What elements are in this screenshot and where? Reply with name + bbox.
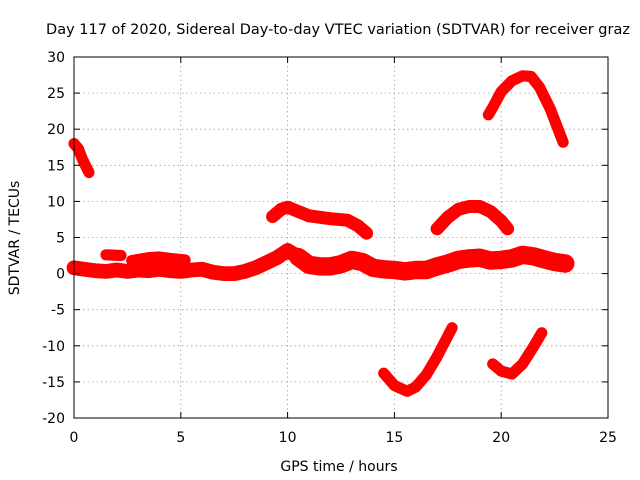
series-line-baseline-10-17 [289, 247, 447, 281]
series-line-short-arc-2 [100, 249, 127, 262]
y-tick-label: -10 [42, 339, 65, 355]
y-tick-label: 20 [47, 122, 65, 138]
y-tick-label: 0 [56, 267, 65, 283]
series-line-arc-20-22 [487, 327, 548, 380]
y-axis-label: SDTVAR / TECUs [7, 181, 23, 296]
tick-layer: -20 -15 -10 -5 0 5 10 15 20 25 30 0 5 10 15 20 25 [42, 50, 617, 446]
series-line-arc-19-23 [482, 70, 569, 148]
grid-layer [74, 57, 608, 418]
chart-title: Day 117 of 2020, Sidereal Day-to-day VTE… [46, 22, 630, 38]
x-tick-label: 25 [599, 430, 617, 446]
series-line-arc-2-5 [126, 251, 191, 267]
y-tick-label: 10 [47, 194, 65, 210]
series-line-arc-14-17 [378, 322, 458, 397]
series-layer [66, 70, 575, 397]
y-tick-label: 25 [47, 86, 65, 102]
y-tick-label: -20 [42, 411, 65, 427]
series-line-baseline-0-3 [66, 260, 146, 279]
y-tick-label: 5 [56, 231, 65, 247]
y-tick-label: 30 [47, 50, 65, 66]
x-axis-label: GPS time / hours [280, 459, 397, 475]
x-tick-label: 10 [279, 430, 297, 446]
series-line-arc-9-13 [266, 200, 374, 240]
x-tick-label: 0 [70, 430, 79, 446]
y-tick-label: -5 [51, 303, 65, 319]
x-tick-label: 20 [492, 430, 510, 446]
series-line-arc-17-20 [430, 200, 515, 236]
x-tick-label: 5 [176, 430, 185, 446]
series-line-baseline-17-23 [427, 245, 575, 276]
series-line-baseline-3-10 [130, 243, 306, 281]
x-tick-label: 15 [385, 430, 403, 446]
series-line-arc-start [68, 138, 95, 179]
y-tick-label: -15 [42, 375, 65, 391]
y-tick-label: 15 [47, 158, 65, 174]
